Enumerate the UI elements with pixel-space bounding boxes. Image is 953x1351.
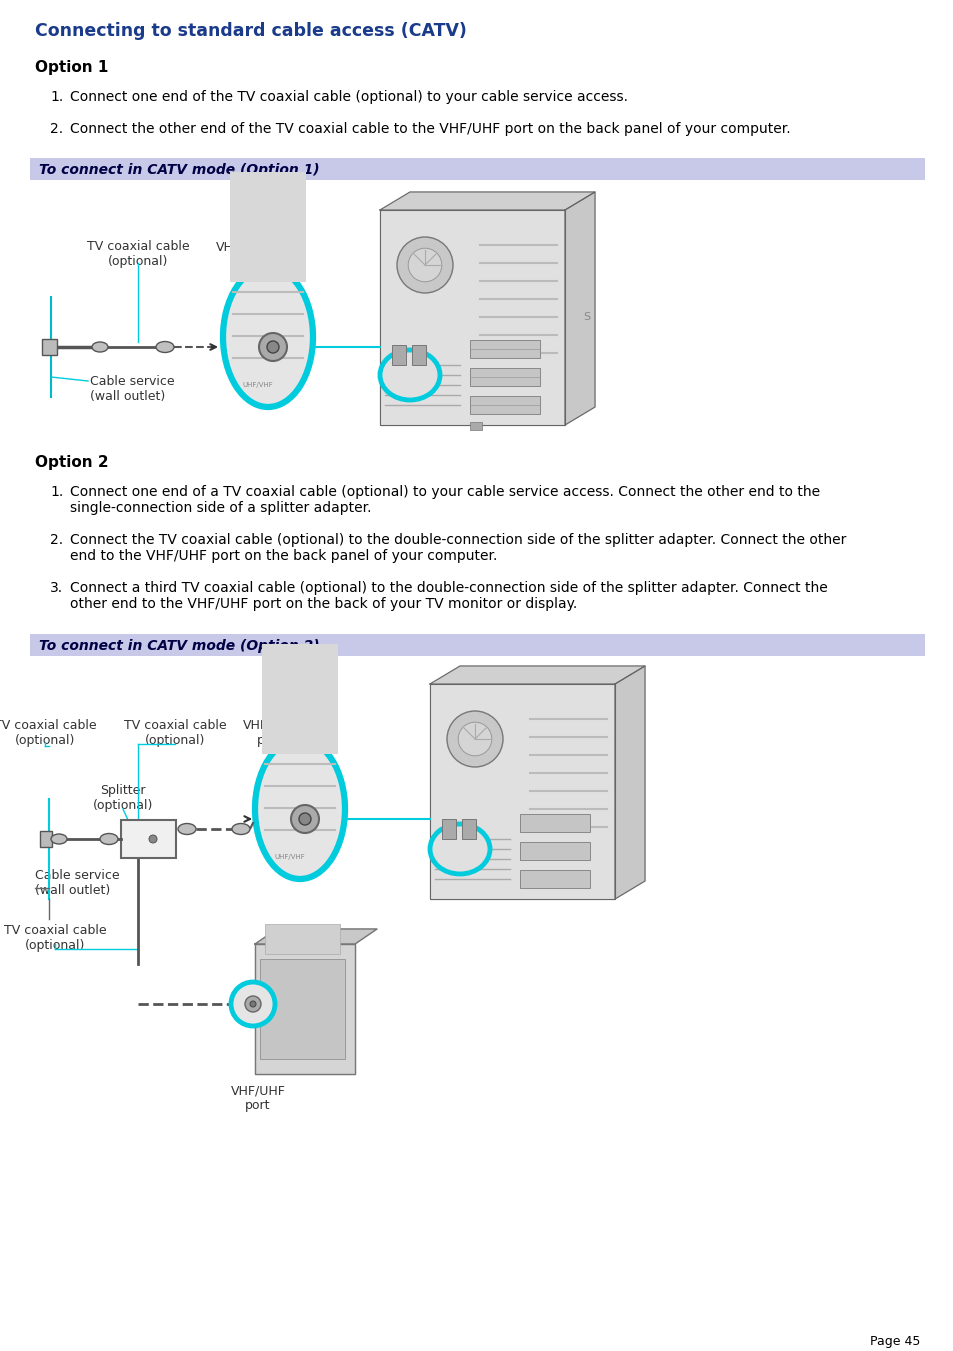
Polygon shape bbox=[564, 192, 595, 426]
Circle shape bbox=[457, 723, 492, 755]
Ellipse shape bbox=[100, 834, 118, 844]
Ellipse shape bbox=[254, 739, 345, 880]
Polygon shape bbox=[379, 209, 564, 426]
Text: 3.: 3. bbox=[50, 581, 63, 594]
Text: Splitter
(optional): Splitter (optional) bbox=[92, 784, 153, 812]
Bar bbox=[519, 870, 589, 888]
Text: To connect in CATV mode (Option 2): To connect in CATV mode (Option 2) bbox=[39, 639, 319, 653]
Circle shape bbox=[396, 236, 453, 293]
Bar bbox=[262, 644, 337, 754]
Polygon shape bbox=[254, 944, 355, 1074]
Bar bbox=[121, 820, 175, 858]
Ellipse shape bbox=[178, 824, 195, 835]
Text: TV coaxial cable
(optional): TV coaxial cable (optional) bbox=[4, 924, 106, 952]
Polygon shape bbox=[254, 929, 376, 944]
Bar bbox=[441, 819, 456, 839]
Text: Option 2: Option 2 bbox=[35, 455, 109, 470]
Circle shape bbox=[245, 996, 261, 1012]
Text: TV coaxial cable
(optional): TV coaxial cable (optional) bbox=[87, 240, 189, 267]
Bar bbox=[461, 819, 476, 839]
Text: VHF/UHF
port: VHF/UHF port bbox=[215, 240, 270, 267]
Text: 1.: 1. bbox=[50, 485, 63, 499]
Text: TV coaxial cable
(optional): TV coaxial cable (optional) bbox=[124, 719, 226, 747]
Bar bbox=[470, 367, 539, 386]
Text: 2.: 2. bbox=[50, 534, 63, 547]
Text: S: S bbox=[582, 312, 589, 322]
Circle shape bbox=[447, 711, 502, 767]
Ellipse shape bbox=[430, 824, 490, 874]
Text: 1.: 1. bbox=[50, 91, 63, 104]
Circle shape bbox=[298, 813, 311, 825]
Text: VHF/UHF
port: VHF/UHF port bbox=[231, 1084, 285, 1112]
Bar bbox=[412, 345, 426, 365]
Text: Connect one end of the TV coaxial cable (optional) to your cable service access.: Connect one end of the TV coaxial cable … bbox=[70, 91, 627, 104]
Text: TV coaxial cable
(optional): TV coaxial cable (optional) bbox=[0, 719, 96, 747]
Ellipse shape bbox=[91, 342, 108, 353]
Polygon shape bbox=[430, 666, 644, 684]
Text: Connect one end of a TV coaxial cable (optional) to your cable service access. C: Connect one end of a TV coaxial cable (o… bbox=[70, 485, 820, 515]
Bar bbox=[470, 396, 539, 413]
Bar bbox=[470, 422, 481, 430]
Text: Cable service
(wall outlet): Cable service (wall outlet) bbox=[90, 376, 174, 403]
Bar bbox=[42, 339, 57, 355]
Bar bbox=[230, 172, 306, 282]
Ellipse shape bbox=[232, 824, 250, 835]
Ellipse shape bbox=[223, 267, 313, 407]
Circle shape bbox=[267, 340, 278, 353]
Ellipse shape bbox=[245, 998, 261, 1009]
Text: Connect a third TV coaxial cable (optional) to the double-connection side of the: Connect a third TV coaxial cable (option… bbox=[70, 581, 827, 611]
Polygon shape bbox=[379, 192, 595, 209]
Text: Connect the other end of the TV coaxial cable to the VHF/UHF port on the back pa: Connect the other end of the TV coaxial … bbox=[70, 122, 790, 136]
Text: Connect the TV coaxial cable (optional) to the double-connection side of the spl: Connect the TV coaxial cable (optional) … bbox=[70, 534, 845, 563]
Text: Connecting to standard cable access (CATV): Connecting to standard cable access (CAT… bbox=[35, 22, 466, 41]
Bar bbox=[519, 842, 589, 861]
Bar bbox=[519, 815, 589, 832]
Text: UHF/VHF: UHF/VHF bbox=[274, 854, 305, 861]
Bar bbox=[30, 158, 924, 180]
Text: Page 45: Page 45 bbox=[869, 1335, 919, 1348]
Circle shape bbox=[291, 805, 318, 834]
Text: UHF/VHF: UHF/VHF bbox=[242, 382, 274, 388]
Polygon shape bbox=[430, 684, 615, 898]
Ellipse shape bbox=[156, 342, 173, 353]
Text: Option 1: Option 1 bbox=[35, 59, 109, 76]
Circle shape bbox=[408, 249, 441, 282]
Text: To connect in CATV mode (Option 1): To connect in CATV mode (Option 1) bbox=[39, 163, 319, 177]
Circle shape bbox=[231, 982, 274, 1025]
Bar bbox=[392, 345, 406, 365]
Bar bbox=[40, 831, 52, 847]
Bar bbox=[30, 634, 924, 657]
Circle shape bbox=[250, 1001, 255, 1006]
Bar bbox=[470, 340, 539, 358]
Ellipse shape bbox=[379, 350, 439, 400]
Polygon shape bbox=[615, 666, 644, 898]
Text: Cable service
(wall outlet): Cable service (wall outlet) bbox=[35, 869, 119, 897]
Bar bbox=[260, 959, 345, 1059]
Circle shape bbox=[149, 835, 157, 843]
Text: VHF/UHF
port: VHF/UHF port bbox=[242, 719, 297, 747]
Ellipse shape bbox=[51, 834, 67, 844]
Text: 2.: 2. bbox=[50, 122, 63, 136]
Bar bbox=[265, 924, 339, 954]
Circle shape bbox=[258, 332, 287, 361]
